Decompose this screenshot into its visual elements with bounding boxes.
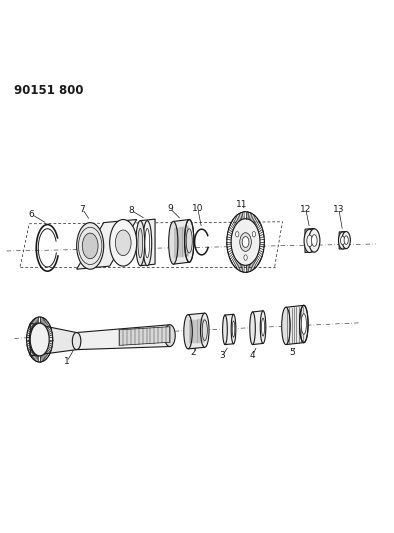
Ellipse shape: [145, 229, 150, 258]
Polygon shape: [140, 219, 155, 266]
Text: 9: 9: [167, 204, 173, 213]
Ellipse shape: [262, 318, 264, 336]
Ellipse shape: [312, 235, 317, 246]
Ellipse shape: [340, 236, 345, 245]
Ellipse shape: [242, 237, 249, 247]
Ellipse shape: [250, 312, 255, 344]
Ellipse shape: [138, 229, 143, 258]
Ellipse shape: [244, 255, 247, 260]
Ellipse shape: [77, 223, 104, 269]
Text: 7: 7: [80, 205, 85, 214]
Ellipse shape: [184, 220, 194, 262]
Text: 6: 6: [28, 209, 34, 219]
Ellipse shape: [72, 333, 81, 350]
Polygon shape: [286, 305, 304, 344]
Ellipse shape: [338, 232, 347, 249]
Polygon shape: [173, 220, 189, 264]
Ellipse shape: [299, 305, 308, 343]
Polygon shape: [77, 220, 137, 269]
Text: 11: 11: [236, 200, 247, 209]
Ellipse shape: [202, 320, 207, 341]
Polygon shape: [305, 229, 314, 253]
Ellipse shape: [309, 229, 320, 252]
Ellipse shape: [252, 231, 256, 237]
Text: 5: 5: [289, 348, 295, 357]
Ellipse shape: [201, 313, 209, 348]
Polygon shape: [119, 327, 170, 345]
Ellipse shape: [136, 221, 145, 266]
Ellipse shape: [282, 308, 290, 344]
Text: 10: 10: [192, 204, 204, 213]
Ellipse shape: [236, 231, 239, 237]
Ellipse shape: [260, 311, 266, 343]
Ellipse shape: [231, 219, 260, 265]
Polygon shape: [253, 311, 263, 344]
Ellipse shape: [344, 236, 348, 244]
Ellipse shape: [342, 231, 350, 248]
Polygon shape: [188, 313, 205, 349]
Text: 12: 12: [300, 205, 311, 214]
Ellipse shape: [231, 314, 236, 344]
Ellipse shape: [186, 229, 192, 253]
Polygon shape: [30, 323, 76, 356]
Text: 3: 3: [219, 351, 225, 360]
Ellipse shape: [301, 314, 307, 334]
Ellipse shape: [169, 221, 178, 264]
Polygon shape: [339, 231, 346, 249]
Ellipse shape: [82, 233, 98, 259]
Ellipse shape: [115, 230, 131, 256]
Ellipse shape: [223, 315, 227, 344]
Ellipse shape: [143, 221, 152, 266]
Ellipse shape: [30, 323, 49, 356]
Ellipse shape: [240, 233, 251, 252]
Text: 4: 4: [250, 351, 255, 360]
Polygon shape: [76, 325, 170, 350]
Polygon shape: [225, 314, 234, 344]
Text: 90151 800: 90151 800: [15, 84, 84, 97]
Ellipse shape: [29, 323, 48, 356]
Text: 8: 8: [128, 206, 134, 215]
Text: 13: 13: [333, 205, 344, 214]
Ellipse shape: [307, 235, 312, 247]
Ellipse shape: [110, 220, 137, 266]
Ellipse shape: [184, 314, 192, 349]
Ellipse shape: [304, 229, 315, 253]
Text: 1: 1: [64, 357, 70, 366]
Text: 2: 2: [190, 348, 196, 357]
Ellipse shape: [164, 325, 175, 346]
Ellipse shape: [232, 321, 235, 337]
